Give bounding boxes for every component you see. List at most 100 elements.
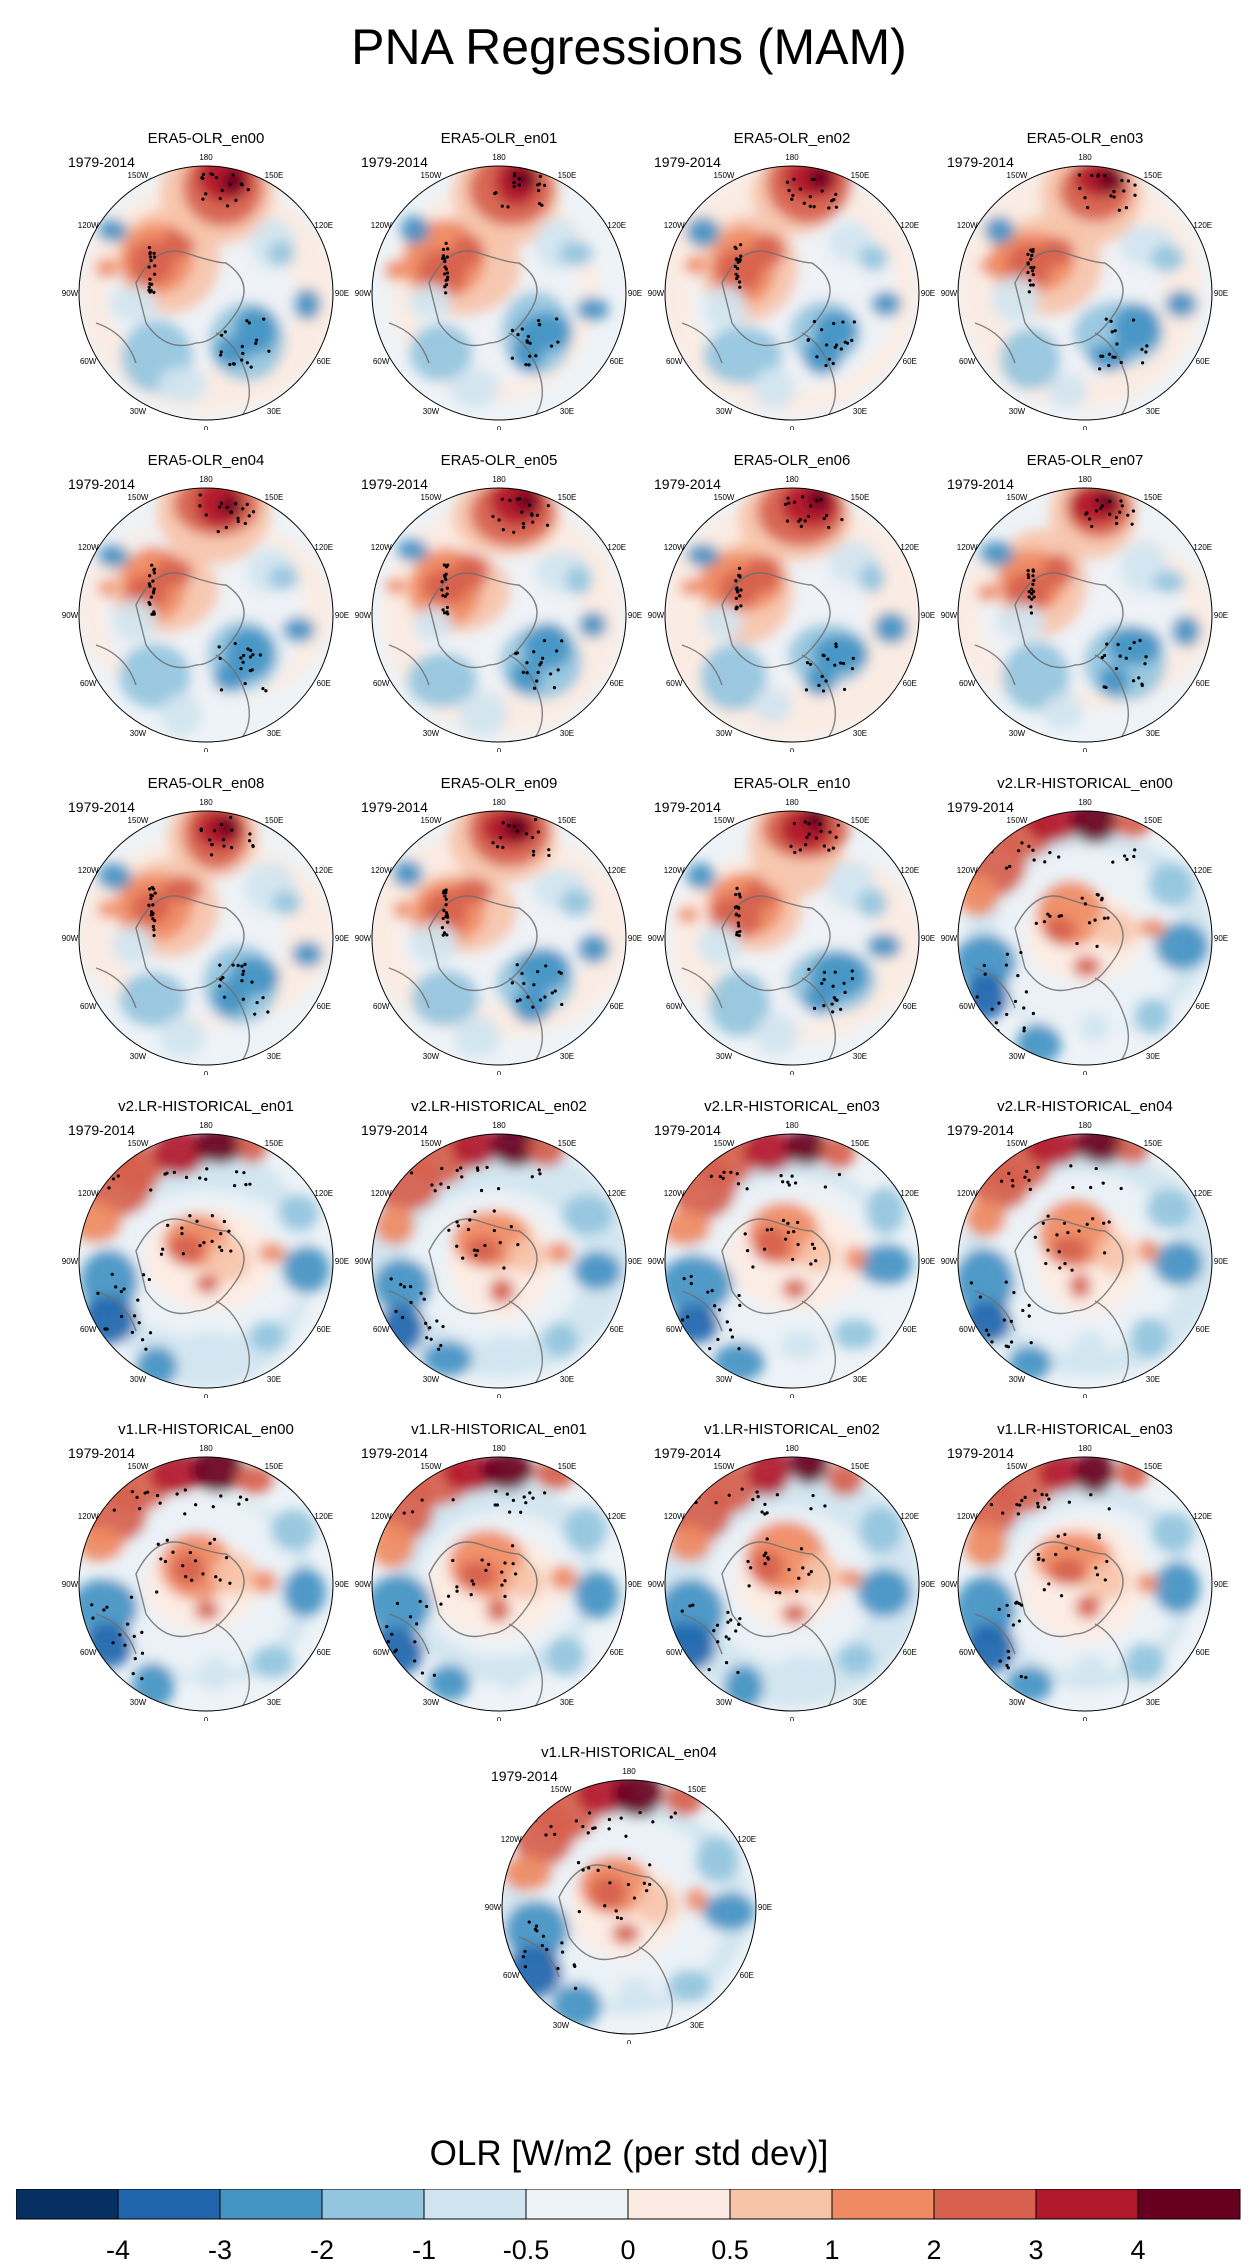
stipple-dot [1026, 568, 1030, 573]
anomaly-region [162, 875, 202, 904]
anomaly-region [858, 1243, 913, 1286]
stipple-dot [736, 260, 740, 265]
stipple-dot [833, 345, 837, 349]
anomaly-region [511, 336, 544, 373]
stipple-dot [530, 512, 534, 516]
longitude-label: 30E [267, 407, 281, 416]
stipple-dot [530, 835, 534, 840]
stipple-dot [527, 503, 532, 507]
longitude-label: 30E [853, 729, 867, 738]
longitude-label: 60E [903, 679, 917, 688]
anomaly-region [990, 275, 1040, 322]
stipple-dot [446, 247, 450, 251]
stipple-dot [140, 1677, 144, 1681]
stipple-dot [443, 894, 447, 898]
stipple-dot [997, 1001, 1001, 1005]
stipple-dot [763, 1562, 767, 1566]
anomaly-region [1078, 1013, 1110, 1043]
colorbar-tick-label: 3 [1028, 2235, 1043, 2265]
longitude-label: 90W [62, 934, 79, 943]
stipple-dot [1013, 999, 1018, 1004]
longitude-label: 120W [371, 543, 392, 552]
stipple-dot [615, 1915, 620, 1920]
stipple-dot [751, 1265, 755, 1269]
stipple-dot [165, 1538, 169, 1542]
anomaly-region [781, 1603, 809, 1624]
stipple-dot [978, 1295, 982, 1299]
coastline [95, 1541, 250, 1711]
stipple-dot [424, 1321, 428, 1325]
stipple-dot [827, 525, 831, 530]
stipple-dot [420, 1671, 424, 1675]
anomaly-region [97, 219, 128, 243]
stipple-dot [1113, 329, 1117, 333]
stipple-dot [530, 1175, 534, 1179]
longitude-label: 90W [62, 611, 79, 620]
longitude-label: 60E [1196, 1002, 1210, 1011]
longitude-label: 0 [790, 1393, 795, 1398]
anomaly-region [1106, 626, 1163, 666]
longitude-label: 30E [560, 729, 574, 738]
stipple-dot [1023, 1495, 1027, 1499]
longitude-label: 30E [560, 1375, 574, 1384]
stipple-dot [1029, 248, 1033, 252]
stipple-dot [681, 1318, 685, 1322]
longitude-label: 90W [355, 1257, 372, 1266]
stipple-dot [740, 1487, 744, 1491]
stipple-dot [394, 1309, 398, 1313]
anomaly-region [160, 693, 203, 737]
longitude-label: 180 [785, 475, 799, 484]
stipple-dot [204, 513, 208, 517]
colorbar-tick-label: -3 [208, 2235, 232, 2265]
anomaly-region [665, 1209, 712, 1246]
stipple-dot [1017, 1619, 1021, 1623]
stipple-dot [1047, 1497, 1051, 1501]
stipple-dot [1027, 1314, 1031, 1318]
longitude-label: 30E [1146, 729, 1160, 738]
longitude-label: 60E [1196, 679, 1210, 688]
panel-period: 1979-2014 [947, 1445, 1014, 1461]
anomaly-region [753, 1226, 790, 1263]
stipple-dot [798, 848, 802, 852]
anomaly-region [509, 661, 543, 694]
anomaly-region [1138, 918, 1167, 938]
anomaly-region [453, 231, 485, 267]
anomaly-region [80, 1249, 139, 1314]
stipple-dot [550, 991, 554, 995]
stipple-dot [1026, 575, 1031, 580]
stipple-dot [1030, 253, 1034, 258]
map-panel: v2.LR-HISTORICAL_en03 1979-2014 180 150E 120… [646, 1098, 938, 1398]
stipple-dot [682, 1277, 686, 1281]
map-panel: ERA5-OLR_en08 1979-2014 180 150E 120E 90E 60E 3… [60, 775, 352, 1075]
stipple-dot [236, 519, 240, 524]
stipple-dot [807, 1572, 811, 1576]
anomaly-region [1048, 373, 1088, 409]
stipple-dot [250, 980, 254, 984]
stipple-dot [778, 1591, 782, 1595]
stipple-dot [820, 189, 824, 193]
stipple-dot [1027, 590, 1031, 594]
stipple-dot [493, 1503, 497, 1507]
stipple-dot [240, 964, 244, 968]
stipple-dot [1022, 1026, 1026, 1030]
stipple-dot [801, 495, 805, 499]
stipple-dot [525, 339, 529, 343]
stipple-dot [528, 1491, 532, 1495]
panel-title: v1.LR-HISTORICAL_en01 [411, 1421, 587, 1438]
panel-period: 1979-2014 [947, 154, 1014, 170]
stipple-dot [796, 1220, 800, 1225]
stipple-dot [544, 1833, 548, 1837]
stipple-dot [439, 1602, 443, 1606]
anomaly-region [857, 889, 888, 918]
anomaly-region [480, 1457, 534, 1491]
colorbar-swatch [933, 2189, 1037, 2220]
stipple-dot [249, 648, 253, 652]
stipple-dot [712, 1304, 717, 1308]
stipple-dot [1017, 849, 1021, 853]
stipple-dot [802, 201, 806, 205]
stipple-dot [201, 1572, 205, 1576]
stipple-dot [209, 853, 214, 857]
stipple-dot [1120, 178, 1124, 183]
stipple-dot [1029, 1341, 1033, 1345]
